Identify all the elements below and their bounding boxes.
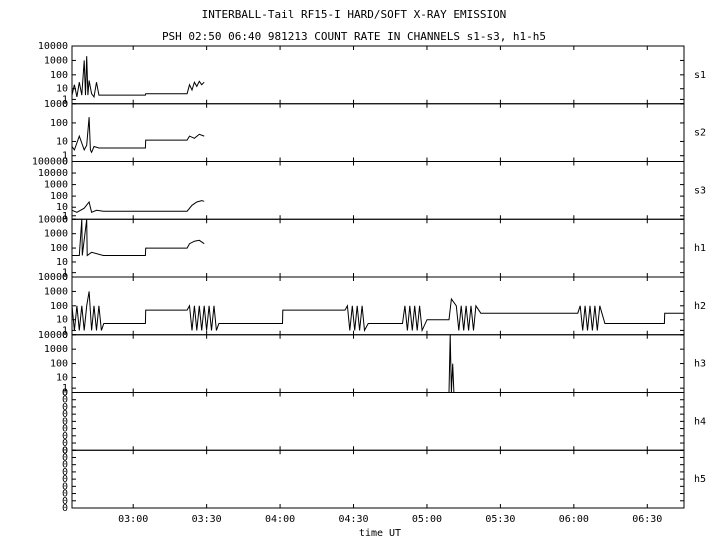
y-tick-label: 100 xyxy=(50,118,68,129)
y-tick-label: 10000 xyxy=(38,41,68,52)
y-tick-label: 0 xyxy=(62,99,68,110)
y-tick-label: 10000 xyxy=(38,272,68,283)
y-tick-label: 0 xyxy=(62,467,68,478)
y-tick-label: 10000 xyxy=(38,168,68,179)
data-line xyxy=(71,56,205,99)
panel-label: s2 xyxy=(694,128,706,139)
y-tick-label: 0 xyxy=(62,452,68,463)
y-tick-label: 10 xyxy=(56,257,68,268)
y-tick-label: 0 xyxy=(62,272,68,283)
y-tick-label: 0 xyxy=(62,445,68,456)
y-tick-label: 100 xyxy=(50,70,68,81)
y-tick-label: 1 xyxy=(62,325,68,336)
y-tick-label: 0 xyxy=(62,496,68,507)
x-tick-label: 05:30 xyxy=(485,514,515,525)
y-tick-label: 100000 xyxy=(32,157,68,168)
y-tick-label: 0 xyxy=(62,503,68,514)
y-tick-label: 1000 xyxy=(44,286,68,297)
y-tick-label: 1000 xyxy=(44,180,68,191)
data-line xyxy=(71,291,684,333)
y-tick-label: 10000 xyxy=(38,330,68,341)
chart-title: INTERBALL-Tail RF15-I HARD/SOFT X-RAY EM… xyxy=(202,8,507,21)
data-line xyxy=(72,219,205,257)
panel-label: h4 xyxy=(694,416,706,427)
y-tick-label: 1 xyxy=(62,94,68,105)
y-tick-label: 0 xyxy=(62,157,68,168)
y-tick-label: 10000 xyxy=(38,214,68,225)
y-tick-label: 0 xyxy=(62,481,68,492)
y-tick-label: 0 xyxy=(62,388,68,399)
y-tick-label: 1 xyxy=(62,268,68,279)
x-tick-label: 04:30 xyxy=(338,514,368,525)
y-tick-label: 10 xyxy=(56,315,68,326)
y-tick-label: 0 xyxy=(62,424,68,435)
y-tick-label: 1 xyxy=(62,383,68,394)
y-tick-label: 0 xyxy=(62,431,68,442)
x-tick-label: 03:00 xyxy=(118,514,148,525)
data-line xyxy=(71,117,205,154)
y-tick-label: 0 xyxy=(62,445,68,456)
data-line xyxy=(71,200,205,213)
y-tick-label: 0 xyxy=(62,409,68,420)
x-tick-label: 06:30 xyxy=(632,514,662,525)
y-tick-label: 0 xyxy=(62,489,68,500)
y-tick-label: 1000 xyxy=(44,55,68,66)
panel-label: h1 xyxy=(694,243,706,254)
y-tick-label: 0 xyxy=(62,395,68,406)
y-tick-label: 0 xyxy=(62,474,68,485)
x-tick-label: 04:00 xyxy=(265,514,295,525)
y-tick-label: 0 xyxy=(62,402,68,413)
y-tick-label: 100 xyxy=(50,191,68,202)
y-tick-label: 10 xyxy=(56,372,68,383)
y-tick-label: 0 xyxy=(62,214,68,225)
y-tick-label: 1 xyxy=(62,151,68,162)
y-tick-label: 0 xyxy=(62,330,68,341)
y-tick-label: 0 xyxy=(62,460,68,471)
panel-label: h3 xyxy=(694,359,706,370)
y-tick-label: 1 xyxy=(62,211,68,222)
panel-label: s1 xyxy=(694,70,706,81)
y-tick-label: 100 xyxy=(50,243,68,254)
panel-label: h5 xyxy=(694,474,706,485)
y-tick-label: 0 xyxy=(62,388,68,399)
x-axis-label: time UT xyxy=(359,528,401,539)
x-tick-label: 05:00 xyxy=(412,514,442,525)
y-tick-label: 10 xyxy=(56,202,68,213)
panel-label: h2 xyxy=(694,301,706,312)
y-tick-label: 0 xyxy=(62,416,68,427)
y-tick-label: 1000 xyxy=(44,229,68,240)
y-tick-label: 100 xyxy=(50,359,68,370)
x-tick-label: 06:00 xyxy=(559,514,589,525)
y-tick-label: 10 xyxy=(56,136,68,147)
y-tick-label: 0 xyxy=(62,438,68,449)
y-tick-label: 10 xyxy=(56,84,68,95)
y-tick-label: 1000 xyxy=(44,99,68,110)
x-tick-label: 03:30 xyxy=(192,514,222,525)
chart-subtitle: PSH 02:50 06:40 981213 COUNT RATE IN CHA… xyxy=(162,30,546,43)
y-tick-label: 100 xyxy=(50,301,68,312)
y-tick-label: 1000 xyxy=(44,344,68,355)
panel-label: s3 xyxy=(694,185,706,196)
